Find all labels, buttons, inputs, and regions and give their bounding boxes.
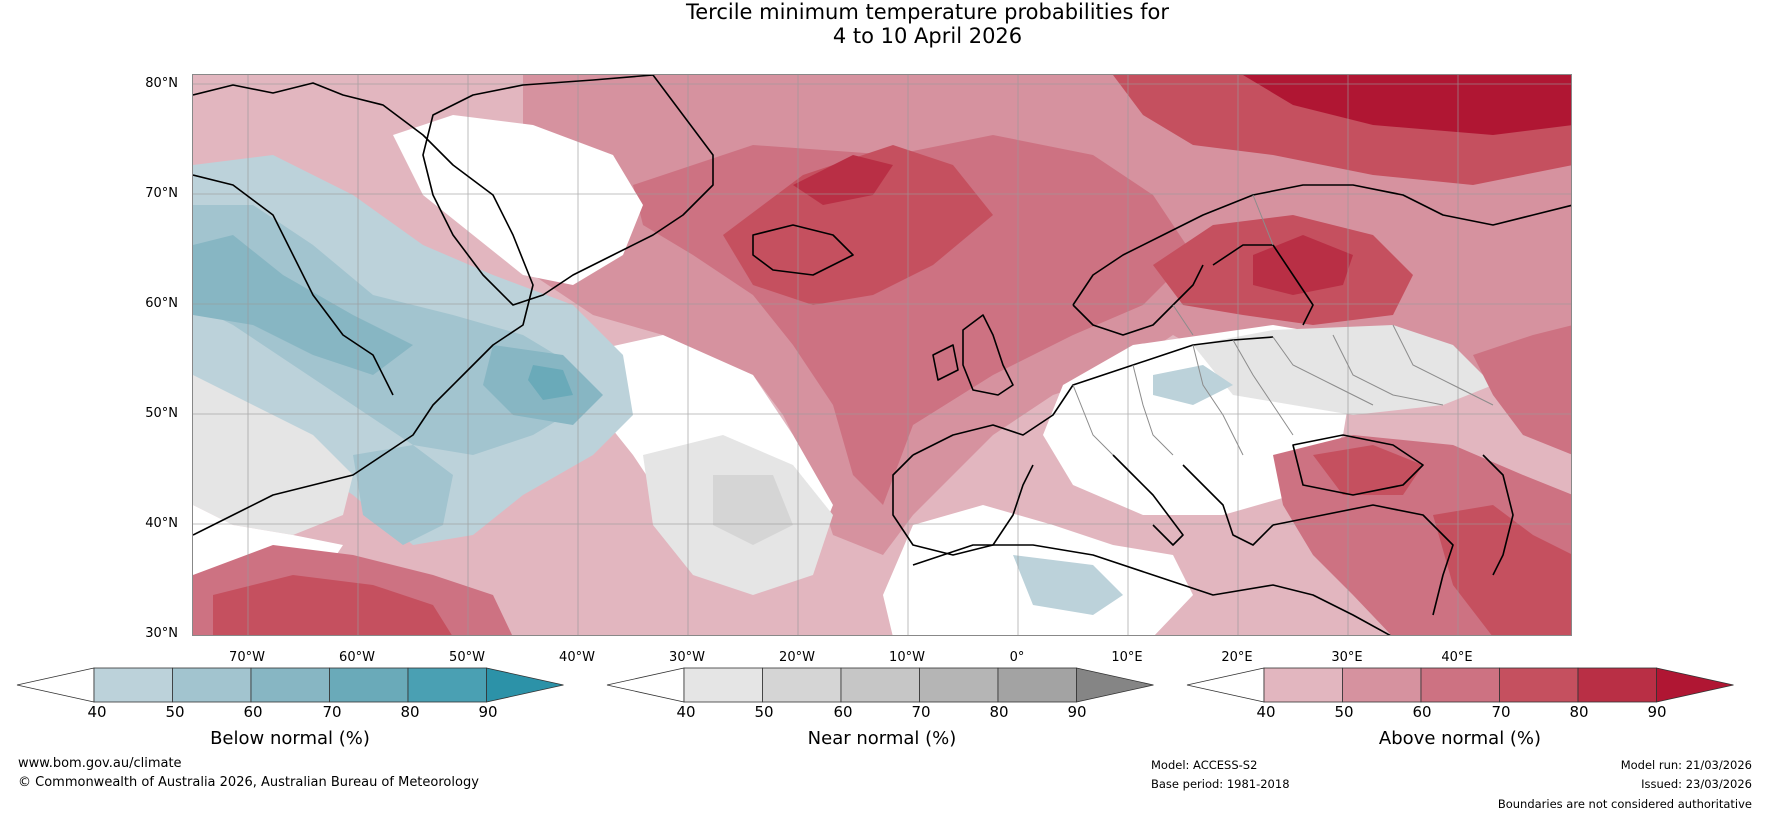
lon-label-30e: 30°E — [1331, 650, 1363, 665]
colorbar-near-tick-60: 60 — [833, 703, 853, 721]
colorbar-near-tick-40: 40 — [676, 703, 696, 721]
lon-label-20w: 20°W — [779, 650, 815, 665]
colorbar-1-arrow-high — [1076, 667, 1154, 703]
lon-label-0: 0° — [1009, 650, 1025, 665]
above-normal-region-subtropics-core — [213, 575, 452, 635]
colorbar-above-tick-90: 90 — [1647, 703, 1667, 721]
country-borders — [1072, 194, 1494, 456]
lon-label-50w: 50°W — [449, 650, 485, 665]
base-period: Base period: 1981-2018 — [1151, 777, 1290, 791]
colorbar-1-segment-5 — [997, 667, 1077, 703]
colorbar-1-segment-1 — [683, 667, 763, 703]
colorbar-near-normal — [606, 667, 1154, 703]
colorbar-below-tick-40: 40 — [87, 703, 107, 721]
near-normal-region-europe-grey — [1193, 325, 1493, 415]
colorbar-2-arrow-high — [1656, 667, 1734, 703]
colorbar-0-segment-4 — [329, 667, 409, 703]
near-normal-region-grey-atlantic-core — [713, 475, 793, 545]
colorbar-0-segment-5 — [407, 667, 487, 703]
model-name: Model: ACCESS-S2 — [1151, 758, 1258, 772]
chart-title: Tercile minimum temperature probabilitie… — [0, 0, 1770, 48]
issued-date: Issued: 23/03/2026 — [1641, 777, 1752, 791]
colorbar-1-segment-4 — [919, 667, 999, 703]
colorbar-2-segment-4 — [1499, 667, 1579, 703]
lat-label-80n: 80°N — [145, 76, 178, 91]
below-normal-region-alps — [1153, 365, 1233, 405]
colorbar-near-tick-70: 70 — [911, 703, 931, 721]
lat-label-30n: 30°N — [145, 626, 178, 641]
above-normal-region-east-russia — [1473, 325, 1571, 455]
colorbar-near-label: Near normal (%) — [807, 728, 957, 749]
colorbar-above-normal — [1186, 667, 1734, 703]
colorbar-1-arrow-low — [606, 667, 685, 703]
colorbar-0-arrow-low — [16, 667, 95, 703]
colorbar-0-segment-1 — [93, 667, 173, 703]
lon-label-20e: 20°E — [1221, 650, 1253, 665]
colorbar-0-arrow-high — [486, 667, 564, 703]
colorbar-above-tick-50: 50 — [1334, 703, 1354, 721]
colorbar-0-segment-2 — [172, 667, 252, 703]
colorbar-2-segment-3 — [1420, 667, 1500, 703]
colorbar-below-tick-60: 60 — [243, 703, 263, 721]
below-normal-region-labrador-mid — [193, 205, 583, 455]
colorbar-near-tick-80: 80 — [989, 703, 1009, 721]
above-normal-region-strong — [723, 145, 993, 305]
lon-label-10e: 10°E — [1111, 650, 1143, 665]
colorbar-below-tick-50: 50 — [165, 703, 185, 721]
colorbar-2-segment-1 — [1263, 667, 1343, 703]
colorbar-below-label: Below normal (%) — [210, 728, 370, 749]
near-normal-region-greenland — [393, 115, 643, 285]
lat-label-70n: 70°N — [145, 186, 178, 201]
below-normal-region-north-africa — [1013, 555, 1123, 615]
lon-label-30w: 30°W — [669, 650, 705, 665]
lon-label-40e: 40°E — [1441, 650, 1473, 665]
disclaimer: Boundaries are not considered authoritat… — [1497, 797, 1752, 811]
colorbars — [16, 667, 1734, 703]
colorbar-2-arrow-low — [1186, 667, 1265, 703]
lat-label-60n: 60°N — [145, 296, 178, 311]
lon-label-70w: 70°W — [229, 650, 265, 665]
colorbar-1-segment-3 — [840, 667, 920, 703]
colorbar-2-segment-2 — [1342, 667, 1422, 703]
map-canvas — [193, 75, 1571, 635]
colorbar-below-tick-80: 80 — [400, 703, 420, 721]
above-normal-region-finland — [1253, 235, 1353, 295]
above-normal-region-arctic-max — [1243, 75, 1571, 135]
coastlines — [193, 75, 1571, 635]
colorbar-above-tick-40: 40 — [1256, 703, 1276, 721]
map-graticule — [193, 75, 1571, 635]
colorbar-below-tick-90: 90 — [478, 703, 498, 721]
colorbar-above-tick-70: 70 — [1491, 703, 1511, 721]
above-normal-region-caspian — [1433, 505, 1571, 635]
above-normal-region-max-greenland-sea — [793, 155, 893, 205]
website-link[interactable]: www.bom.gov.au/climate — [18, 756, 182, 771]
colorbar-near-tick-90: 90 — [1067, 703, 1087, 721]
colorbar-above-tick-60: 60 — [1412, 703, 1432, 721]
lon-label-40w: 40°W — [559, 650, 595, 665]
lon-label-60w: 60°W — [339, 650, 375, 665]
colorbar-1-segment-2 — [762, 667, 842, 703]
colorbar-below-normal — [16, 667, 564, 703]
map-panel — [192, 74, 1572, 636]
colorbar-2-segment-5 — [1577, 667, 1657, 703]
colorbar-0-segment-3 — [250, 667, 330, 703]
colorbar-above-tick-80: 80 — [1569, 703, 1589, 721]
copyright: © Commonwealth of Australia 2026, Austra… — [18, 775, 479, 790]
title-line-1: Tercile minimum temperature probabilitie… — [685, 0, 1170, 24]
colorbar-above-label: Above normal (%) — [1378, 728, 1542, 749]
lat-label-40n: 40°N — [145, 516, 178, 531]
lon-label-10w: 10°W — [889, 650, 925, 665]
above-normal-region-black-sea — [1313, 445, 1423, 495]
title-line-2: 4 to 10 April 2026 — [832, 24, 1023, 48]
colorbar-near-tick-50: 50 — [754, 703, 774, 721]
below-normal-region-newfoundland — [353, 445, 453, 545]
model-run: Model run: 21/03/2026 — [1620, 758, 1752, 772]
below-normal-region-atlantic-max — [528, 365, 573, 400]
lat-label-50n: 50°N — [145, 406, 178, 421]
near-normal-region-canada — [193, 375, 353, 535]
colorbar-below-tick-70: 70 — [322, 703, 342, 721]
